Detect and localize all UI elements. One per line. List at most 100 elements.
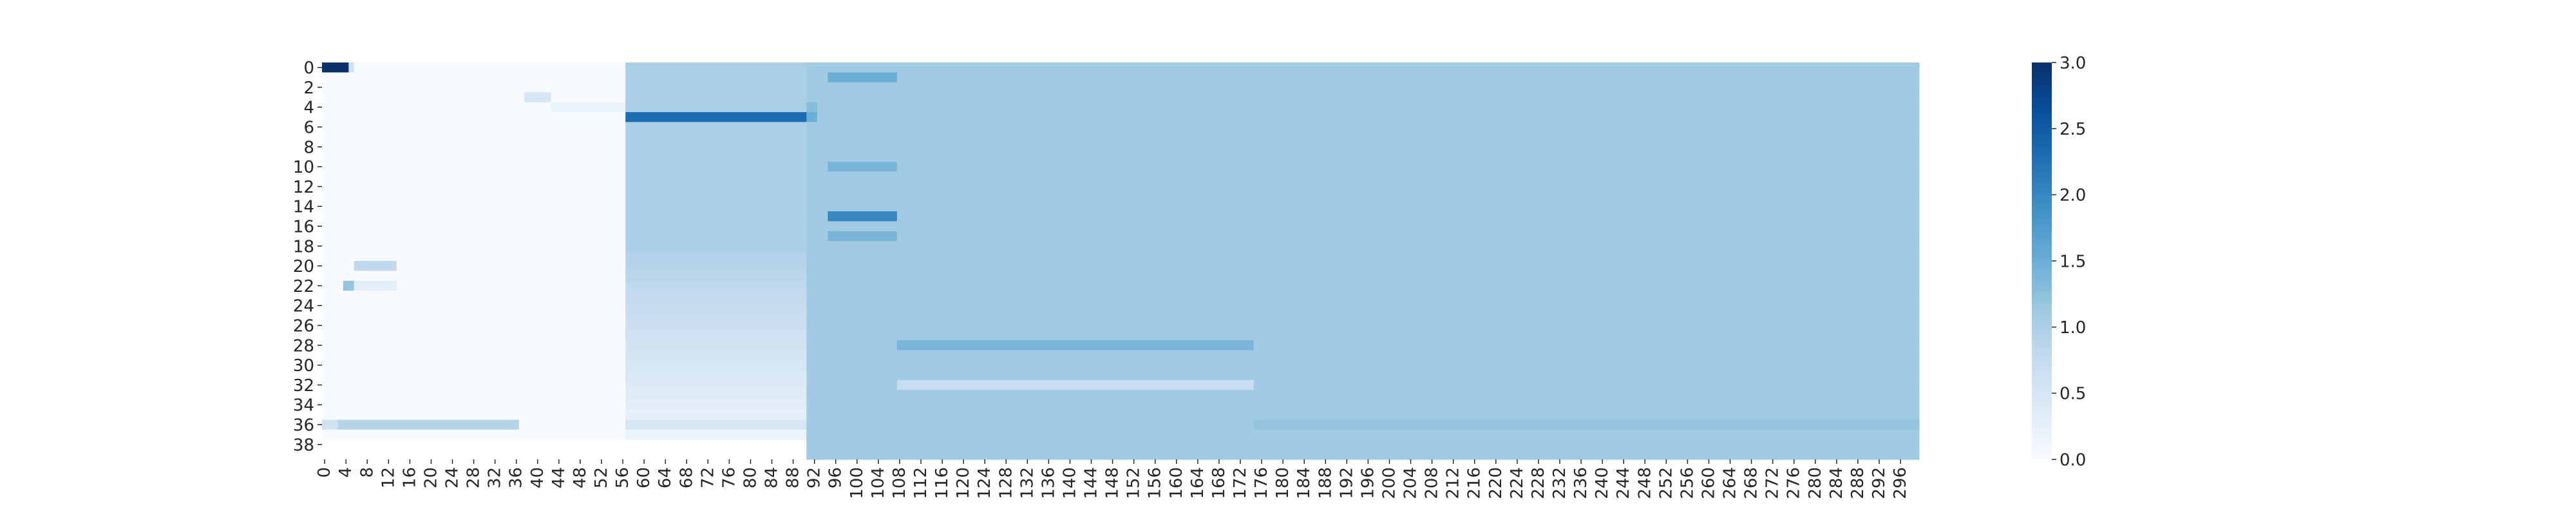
heatmap-cell [806, 390, 1920, 401]
x-tick-label: 88 [784, 467, 803, 488]
x-tick-label: 252 [1656, 467, 1676, 499]
x-tick-label: 108 [890, 467, 909, 499]
x-tick-label: 44 [549, 467, 569, 488]
heatmap-cell [322, 201, 626, 212]
x-tick-label: 72 [698, 467, 717, 488]
heatmap-cell [322, 72, 626, 83]
heatmap-cell [322, 112, 626, 122]
heatmap-cell [806, 151, 1920, 162]
x-tick-label: 244 [1614, 467, 1633, 499]
heatmap-cell [1253, 419, 1920, 430]
x-tick-label: 288 [1848, 467, 1868, 499]
heatmap-cell [625, 171, 807, 182]
heatmap-cell [337, 419, 520, 430]
heatmap-cell [806, 311, 1920, 321]
x-tick-label: 120 [954, 467, 973, 499]
heatmap-cell [896, 162, 1920, 172]
x-tick-label: 100 [848, 467, 867, 499]
x-tick-label: 152 [1124, 467, 1144, 499]
heatmap-cell [828, 72, 898, 83]
heatmap-cell [625, 72, 807, 83]
y-tick-label: 4 [303, 99, 314, 118]
x-tick-label: 272 [1763, 467, 1783, 499]
heatmap-cell [322, 370, 626, 381]
heatmap-cell [625, 291, 807, 302]
x-tick-label: 280 [1806, 467, 1825, 499]
heatmap-cell [625, 102, 807, 113]
heatmap-cell [625, 271, 807, 282]
heatmap-cell [322, 261, 355, 271]
heatmap-cell [625, 62, 807, 73]
x-tick-label: 256 [1678, 467, 1697, 499]
heatmap-cell [518, 419, 626, 430]
heatmap-cell [354, 62, 626, 73]
y-tick-label: 26 [293, 316, 314, 336]
heatmap-cell [625, 379, 807, 390]
heatmap-cell [625, 162, 807, 172]
heatmap-cells [322, 62, 1920, 460]
heatmap-cell [625, 429, 807, 440]
heatmap-cell [625, 82, 807, 93]
x-tick-label: 176 [1252, 467, 1271, 499]
heatmap-cell [625, 122, 807, 133]
heatmap-cell [625, 231, 807, 242]
heatmap-cell [354, 261, 397, 271]
x-tick-label: 188 [1316, 467, 1335, 499]
x-tick-label: 196 [1358, 467, 1378, 499]
heatmap-cell [322, 82, 626, 93]
x-tick-label: 228 [1529, 467, 1548, 499]
x-tick-label: 96 [826, 467, 846, 488]
x-tick-label: 236 [1571, 467, 1591, 499]
heatmap-cell [625, 241, 807, 252]
heatmap-cell [806, 122, 1920, 133]
x-tick-label: 216 [1465, 467, 1484, 499]
heatmap-cell [625, 211, 807, 222]
heatmap-cell [828, 211, 898, 222]
x-tick-label: 200 [1379, 467, 1399, 499]
heatmap-cell [322, 311, 626, 321]
heatmap-cell [806, 419, 1255, 430]
heatmap-cell [806, 350, 1920, 361]
y-tick-label: 8 [303, 138, 314, 157]
colorbar-gradient [2032, 62, 2052, 459]
heatmap-cell [322, 241, 626, 252]
x-tick-label: 60 [634, 467, 654, 488]
x-tick-label: 48 [571, 467, 590, 488]
y-tick-label: 32 [293, 376, 314, 396]
heatmap-cell [896, 379, 1255, 390]
x-tick-label: 220 [1486, 467, 1506, 499]
x-tick-label: 52 [592, 467, 611, 488]
y-tick-label: 28 [293, 336, 314, 356]
heatmap-cell [348, 62, 355, 73]
heatmap-cell [806, 291, 1920, 302]
heatmap-cell [322, 122, 626, 133]
heatmap-cell [625, 191, 807, 202]
heatmap-cell [828, 162, 898, 172]
heatmap-cell [806, 92, 1920, 103]
colorbar-tick-label: 3.0 [2060, 53, 2086, 73]
x-tick-label: 140 [1060, 467, 1079, 499]
x-tick-label: 116 [933, 467, 952, 499]
x-tick-label: 28 [464, 467, 484, 488]
x-tick-label: 156 [1146, 467, 1165, 499]
heatmap-cell [625, 300, 807, 311]
colorbar-tick-label: 2.0 [2060, 186, 2086, 206]
heatmap-cell [806, 221, 1920, 232]
heatmap-cell [322, 62, 349, 73]
heatmap-cell [806, 410, 1920, 420]
heatmap-cell [896, 211, 1920, 222]
heatmap-cell [806, 162, 828, 172]
x-tick-label: 4 [336, 467, 355, 478]
heatmap-cell [625, 201, 807, 212]
heatmap-cell [625, 311, 807, 321]
heatmap-cell [806, 171, 1920, 182]
heatmap-cell [322, 429, 626, 440]
heatmap-cell [817, 102, 1920, 113]
x-tick-label: 64 [656, 467, 675, 488]
x-tick-label: 104 [869, 467, 888, 499]
x-tick-label: 124 [975, 467, 994, 499]
heatmap-cell [322, 390, 626, 401]
heatmap-cell [806, 429, 1920, 440]
